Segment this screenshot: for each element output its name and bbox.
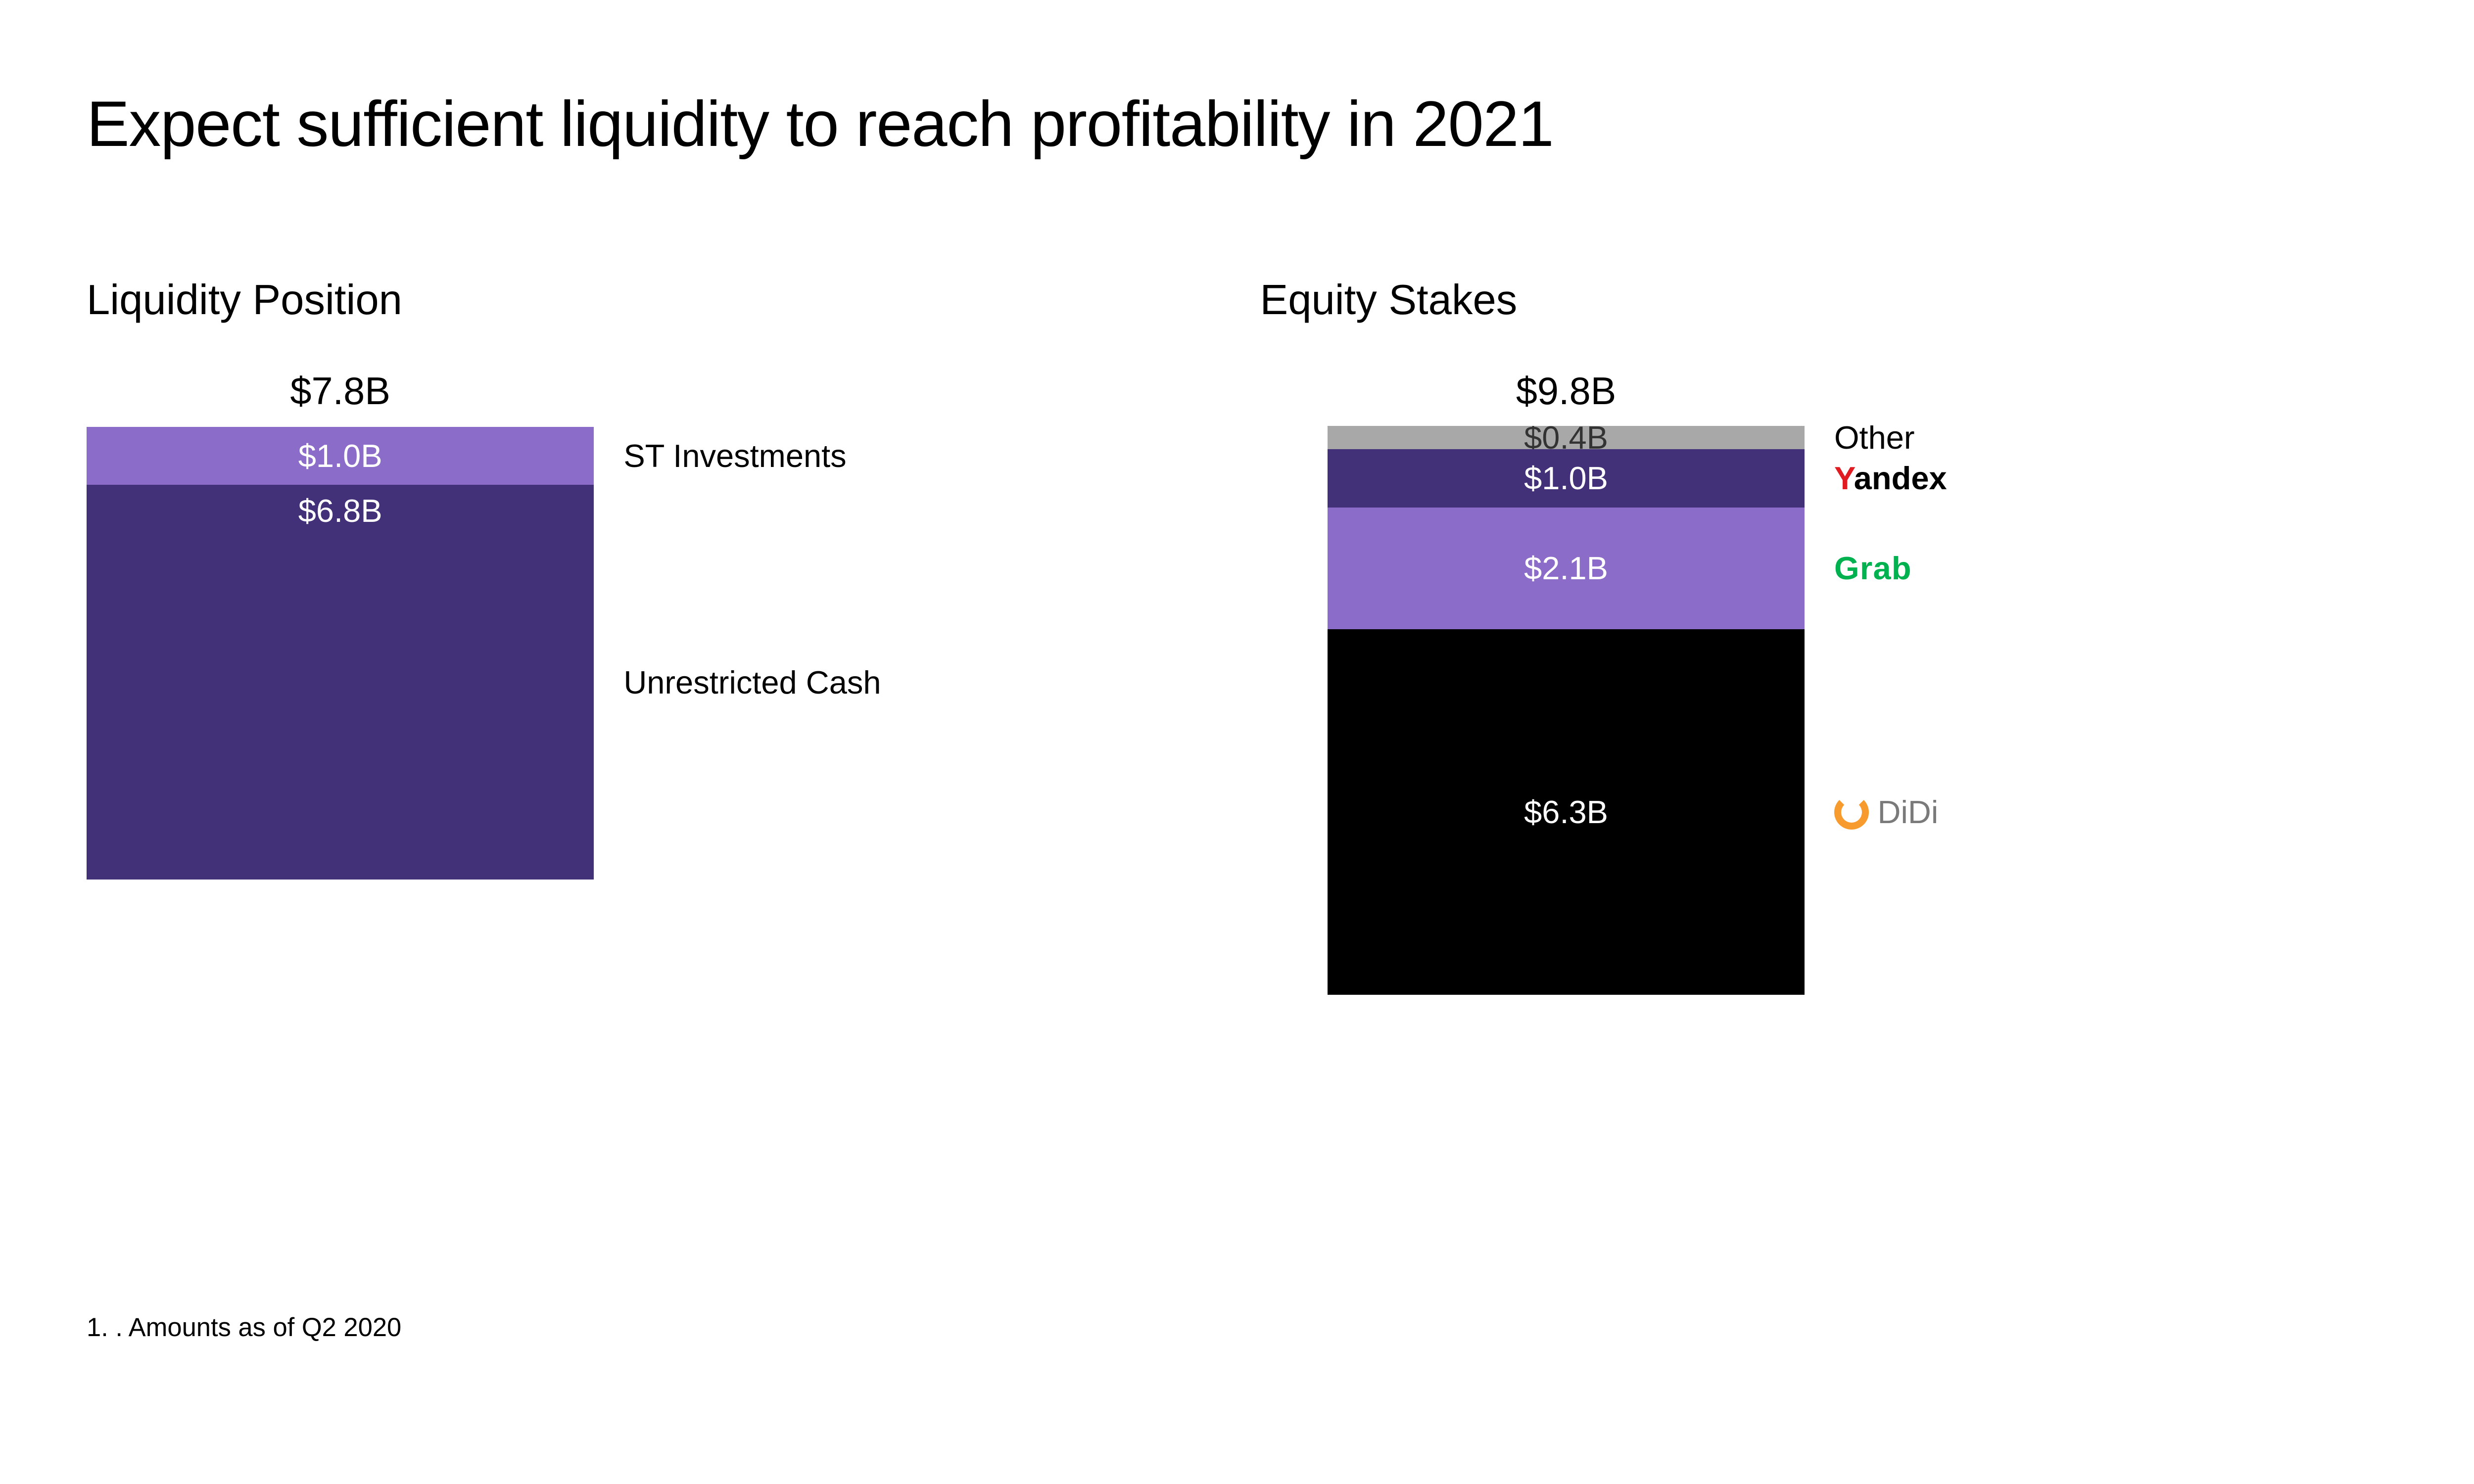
charts-row: Liquidity Position $7.8B $1.0B $6.8B ST I… (87, 276, 2387, 1342)
liquidity-total: $7.8B (87, 370, 594, 414)
legend-text: Unrestricted Cash (623, 666, 881, 698)
segment-value: $6.8B (298, 495, 382, 527)
equity-stack-wrap: $0.4B $1.0B $2.1B $6.3B Other Yandex Grab DiDi (1328, 426, 2387, 995)
liquidity-legend: ST Investments Unrestricted Cash (623, 427, 881, 880)
legend-text: ST Investments (623, 440, 846, 472)
legend-st-investments: ST Investments (623, 427, 881, 485)
equity-chart: Equity Stakes $9.8B $0.4B $1.0B $2.1B $6.3B… (1260, 276, 2388, 1342)
equity-body: $9.8B $0.4B $1.0B $2.1B $6.3B Other Yandex Gr… (1260, 370, 2388, 1342)
footnote: 1. . Amounts as of Q2 2020 (87, 1312, 401, 1343)
legend-unrestricted-cash: Unrestricted Cash (623, 485, 881, 880)
liquidity-stack: $1.0B $6.8B (87, 427, 594, 880)
legend-grab: Grab (1834, 508, 1947, 629)
liquidity-label: Liquidity Position (87, 276, 1214, 325)
segment-value: $1.0B (1524, 462, 1608, 494)
liquidity-chart: Liquidity Position $7.8B $1.0B $6.8B ST I… (87, 276, 1214, 1342)
segment-st-investments: $1.0B (87, 427, 594, 485)
legend-yandex: Yandex (1834, 449, 1947, 507)
didi-icon (1834, 795, 1869, 830)
equity-stack: $0.4B $1.0B $2.1B $6.3B (1328, 426, 1805, 995)
segment-value: $2.1B (1524, 552, 1608, 584)
liquidity-stack-wrap: $1.0B $6.8B ST Investments Unrestricted Ca… (87, 427, 1214, 880)
segment-value: $6.3B (1524, 796, 1608, 828)
segment-grab: $2.1B (1328, 508, 1805, 629)
segment-value: $0.4B (1524, 426, 1608, 449)
segment-didi: $6.3B (1328, 629, 1805, 995)
slide: Expect sufficient liquidity to reach pro… (0, 0, 2474, 1391)
legend-didi: DiDi (1834, 629, 1947, 995)
liquidity-body: $7.8B $1.0B $6.8B ST Investments Unrestric… (87, 370, 1214, 1342)
equity-total: $9.8B (1328, 370, 1805, 414)
equity-legend: Other Yandex Grab DiDi (1834, 426, 1947, 995)
equity-label: Equity Stakes (1260, 276, 2388, 325)
segment-unrestricted-cash: $6.8B (87, 485, 594, 880)
slide-title: Expect sufficient liquidity to reach pro… (87, 87, 2387, 161)
yandex-logo: Yandex (1834, 462, 1947, 494)
legend-other: Other (1834, 426, 1947, 449)
didi-logo: DiDi (1834, 795, 1938, 830)
segment-other: $0.4B (1328, 426, 1805, 449)
grab-logo: Grab (1834, 552, 1912, 584)
segment-value: $1.0B (298, 440, 382, 472)
segment-yandex: $1.0B (1328, 449, 1805, 507)
